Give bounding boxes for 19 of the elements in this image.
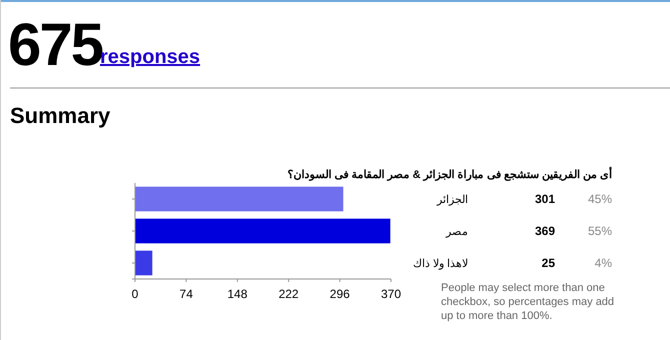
text: People may select more than one checkbox, so percentages may add up to more than 100%. xyxy=(441,282,614,322)
text: 675 xyxy=(8,11,103,78)
y-tick-label: مصر xyxy=(445,226,468,238)
x-tick-label: 0 xyxy=(132,287,139,301)
x-tick-label: 74 xyxy=(180,287,194,301)
text: 55% xyxy=(588,224,612,238)
text: Summary xyxy=(10,103,112,128)
text: 4% xyxy=(594,256,612,270)
x-tick-label: 222 xyxy=(278,287,299,301)
data-label: 301 xyxy=(534,192,556,206)
data-label: 25 xyxy=(542,256,556,270)
text: أى من الفريقين ستشجع فى مباراة الجزائر & مصر المقامة فى السودان؟ xyxy=(287,167,612,181)
x-tick-label: 370 xyxy=(380,287,402,301)
y-tick-label: الجزائر xyxy=(436,194,468,206)
text: 45% xyxy=(588,192,612,206)
data-label: 369 xyxy=(534,224,556,238)
x-tick-label: 296 xyxy=(330,287,350,301)
y-tick-label: لاهذا ولا ذاك xyxy=(412,258,468,270)
x-tick-label: 148 xyxy=(227,287,248,301)
